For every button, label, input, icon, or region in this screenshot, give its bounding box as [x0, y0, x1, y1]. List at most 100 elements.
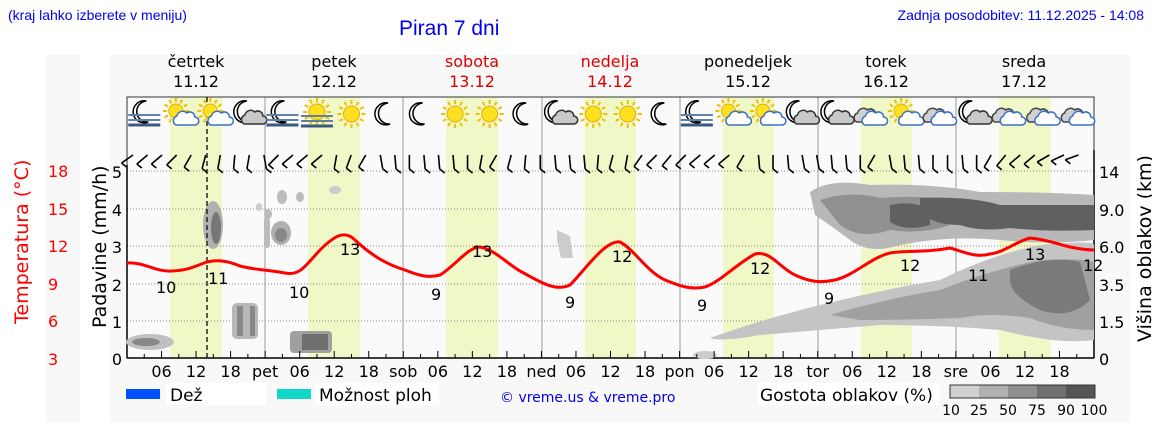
svg-text:18: 18: [1049, 362, 1069, 381]
svg-text:sob: sob: [389, 362, 417, 381]
cloud-density-label: Gostota oblakov (%): [760, 386, 933, 406]
day-label: torek 16.12: [863, 52, 909, 91]
showers-swatch: [277, 389, 311, 399]
svg-text:11: 11: [208, 269, 228, 288]
temperature-line: [126, 233, 1095, 290]
svg-text:12: 12: [1083, 256, 1103, 275]
x-ticks: [143, 351, 1078, 358]
sun-cloud-icon: [715, 98, 753, 126]
day-label: četrtek 11.12: [167, 52, 225, 91]
svg-text:0: 0: [112, 350, 122, 369]
cloud-icon: [922, 107, 958, 126]
svg-text:1: 1: [112, 313, 122, 332]
svg-text:12: 12: [1015, 362, 1035, 381]
svg-text:9: 9: [824, 289, 834, 308]
svg-text:90: 90: [1057, 403, 1075, 419]
sun-icon: [441, 100, 470, 128]
svg-text:06: 06: [428, 362, 448, 381]
svg-text:2: 2: [112, 276, 122, 295]
moon-icon: [408, 102, 425, 126]
copyright-link[interactable]: © vreme.us & vreme.pro: [500, 390, 675, 406]
sun-cloud-icon: [162, 98, 200, 126]
svg-text:06: 06: [842, 362, 862, 381]
fog-moon-icon: [680, 100, 713, 127]
svg-text:18: 18: [911, 362, 931, 381]
svg-text:100: 100: [1081, 403, 1108, 419]
svg-text:tor: tor: [806, 362, 829, 381]
cloud-icon: [991, 107, 1027, 126]
svg-text:10: 10: [942, 403, 960, 419]
page-title: Piran 7 dni: [399, 17, 500, 40]
svg-text:9.0: 9.0: [1099, 201, 1124, 220]
svg-text:06: 06: [704, 362, 724, 381]
svg-text:25: 25: [970, 403, 988, 419]
svg-text:pon: pon: [665, 362, 695, 381]
x-tick-labels: 06 12 18 pet 06 12 18 sob 06 12 18 ned 06 12 18 pon 06 12…: [151, 362, 1069, 381]
svg-text:11: 11: [968, 266, 988, 285]
temperature-annotations: 10 11 10 13 9 13 9 12 9 12 9 12 11 13 12: [156, 240, 1103, 315]
svg-text:75: 75: [1028, 403, 1046, 419]
svg-text:12: 12: [324, 362, 344, 381]
sun-icon: [579, 100, 608, 128]
day-label: sreda 17.12: [1001, 52, 1047, 91]
moon-icon: [512, 102, 529, 126]
svg-text:0: 0: [1099, 350, 1109, 369]
svg-text:4: 4: [112, 201, 122, 220]
sun-cloud-icon: [749, 98, 787, 126]
rain-legend-label: Dež: [170, 386, 203, 406]
sun-cloud-icon: [888, 98, 925, 126]
moon-cloud-icon: [785, 100, 821, 125]
sun-icon: [337, 100, 366, 128]
day-label: nedelja 14.12: [580, 52, 640, 91]
svg-text:10: 10: [289, 283, 309, 302]
svg-text:12: 12: [600, 362, 620, 381]
cloud-height-ticks: 14 9.0 6.0 3.5 1.5 0: [1099, 163, 1124, 369]
day-label: ponedeljek 15.12: [704, 52, 792, 91]
fog-sun-icon: [300, 98, 333, 128]
svg-text:pet: pet: [252, 362, 278, 381]
grid-lines: [127, 170, 1094, 322]
svg-text:6.0: 6.0: [1099, 238, 1124, 257]
weather-icons: [128, 98, 1096, 128]
svg-text:ned: ned: [526, 362, 556, 381]
cloud-icon: [1060, 107, 1096, 126]
svg-text:sre: sre: [944, 362, 968, 381]
svg-text:06: 06: [980, 362, 1000, 381]
svg-text:18: 18: [497, 362, 517, 381]
svg-text:9: 9: [431, 285, 441, 304]
svg-text:1.5: 1.5: [1099, 313, 1124, 332]
last-update: Zadnja posodobitev: 11.12.2025 - 14:08: [897, 7, 1144, 23]
svg-text:18: 18: [773, 362, 793, 381]
region-menu-hint[interactable]: (kraj lahko izberete v meniju): [8, 7, 187, 23]
cloud-density-layer: [126, 182, 1094, 359]
sun-cloud-icon: [197, 98, 235, 126]
cloud-icon: [1026, 107, 1061, 126]
moon-icon: [650, 102, 667, 126]
moon-icon: [374, 102, 391, 126]
svg-text:12: 12: [877, 362, 897, 381]
sun-icon: [475, 100, 504, 128]
svg-text:12: 12: [612, 247, 632, 266]
wind-barbs: [121, 154, 1079, 174]
svg-text:50: 50: [999, 403, 1017, 419]
temp-axis-panel: [46, 55, 80, 423]
svg-text:12: 12: [186, 362, 206, 381]
svg-text:12: 12: [462, 362, 482, 381]
svg-text:06: 06: [566, 362, 586, 381]
precipitation-ticks: 5 4 3 2 1 0: [112, 163, 122, 369]
cloud-density-ticks: 10 25 50 75 90 100: [942, 403, 1107, 419]
svg-text:12: 12: [738, 362, 758, 381]
cloud-density-scale: [949, 384, 1096, 399]
moon-cloud-icon: [233, 100, 268, 125]
svg-text:14: 14: [1099, 163, 1119, 182]
svg-text:9: 9: [565, 293, 575, 312]
sun-icon: [613, 100, 642, 128]
svg-text:5: 5: [112, 163, 122, 182]
svg-text:12: 12: [900, 256, 920, 275]
day-label: petek 12.12: [311, 52, 357, 91]
svg-text:10: 10: [156, 278, 176, 297]
svg-text:13: 13: [472, 242, 492, 261]
svg-text:12: 12: [750, 259, 770, 278]
svg-text:13: 13: [1025, 245, 1045, 264]
